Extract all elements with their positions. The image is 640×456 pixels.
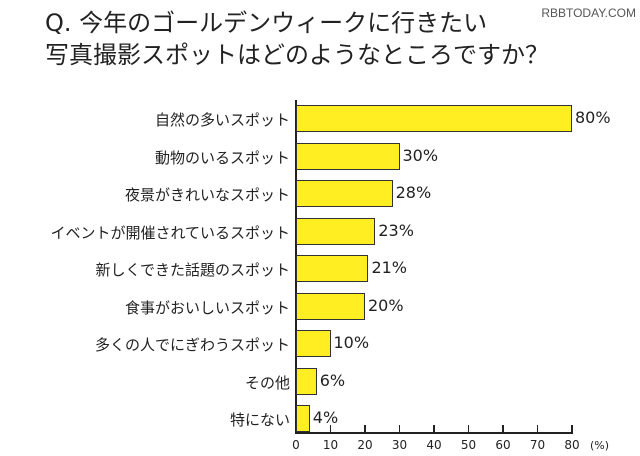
bar — [296, 105, 572, 132]
category-label: 新しくできた話題のスポット — [95, 261, 290, 279]
bar-value-label: 4% — [312, 408, 339, 427]
bar-value-label: 6% — [319, 370, 346, 390]
bar — [296, 142, 400, 170]
bar-value-label: 28% — [395, 183, 432, 202]
category-label: イベントが開催されているスポット — [50, 223, 290, 242]
x-tick-mark — [433, 425, 435, 433]
bar — [296, 405, 310, 432]
x-tick-label: 20 — [357, 438, 373, 452]
bar-value-label: 80% — [575, 108, 611, 127]
bar — [296, 217, 376, 245]
bar-value-label: 20% — [368, 295, 404, 315]
x-tick-label: 50 — [460, 438, 477, 452]
bar — [296, 367, 317, 395]
category-label: 食事がおいしいスポット — [124, 298, 290, 317]
x-tick-mark — [467, 425, 469, 433]
bar — [296, 330, 331, 357]
bar-value-label: 23% — [378, 220, 414, 240]
x-axis-unit: (%) — [590, 439, 610, 452]
category-label: 動物のいるスポット — [154, 148, 290, 167]
category-label: その他 — [244, 373, 290, 392]
chart-title-line-1: Q. 今年のゴールデンウィークに行きたい — [45, 9, 488, 37]
chart-title-line-2: 写真撮影スポットはどのようなところですか？ — [45, 41, 549, 69]
category-label: 特にない — [229, 411, 290, 429]
x-axis-line — [295, 432, 573, 434]
category-label: 夜景がきれいなスポット — [124, 186, 290, 204]
bar — [296, 180, 393, 207]
category-label: 自然の多いスポット — [154, 111, 290, 129]
x-tick-label: 30 — [391, 438, 408, 452]
x-tick-mark — [329, 425, 331, 433]
bar-value-label: 21% — [371, 258, 407, 277]
category-label: 多くの人でにぎわうスポット — [94, 336, 290, 354]
watermark: RBBTODAY.COM — [541, 6, 636, 20]
bar-value-label: 10% — [333, 333, 370, 352]
x-tick-mark — [502, 425, 504, 433]
x-tick-label: 80 — [564, 438, 580, 452]
x-tick-mark — [571, 425, 573, 433]
x-tick-mark — [364, 425, 366, 433]
bar — [296, 292, 365, 320]
x-tick-label: 10 — [322, 438, 339, 452]
bar-value-label: 30% — [402, 145, 439, 165]
x-tick-mark — [398, 425, 400, 433]
bar — [296, 255, 369, 282]
x-tick-label: 60 — [495, 438, 511, 452]
x-tick-mark — [536, 425, 538, 433]
x-tick-label: 40 — [426, 438, 442, 452]
x-tick-label: 0 — [292, 438, 300, 452]
x-tick-label: 70 — [529, 438, 546, 452]
